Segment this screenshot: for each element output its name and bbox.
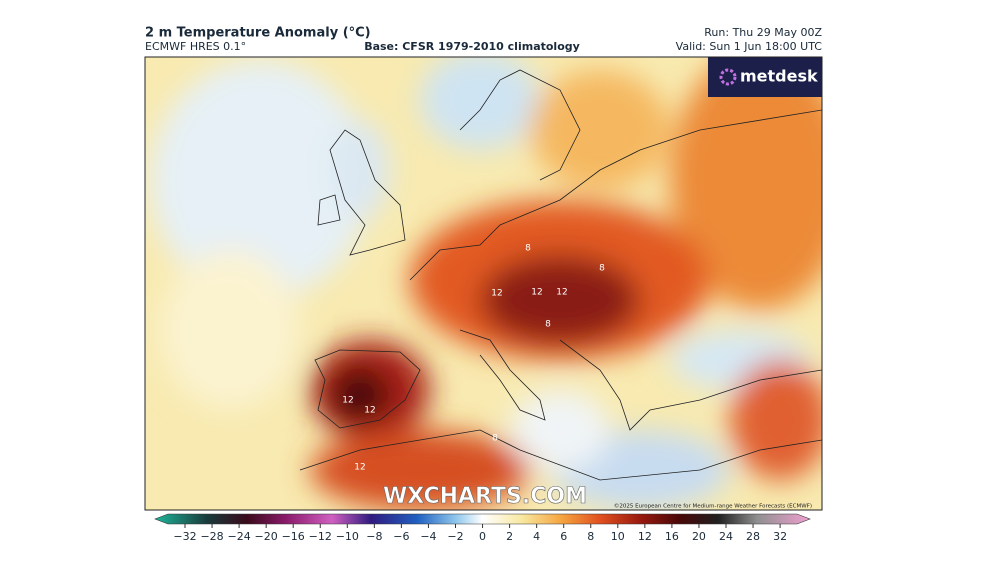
colorbar-label: −2 [447,530,463,543]
model: ECMWF HRES 0.1° [145,40,246,53]
contour-label: 12 [342,396,353,406]
colorbar-label: 6 [560,530,567,543]
title: 2 m Temperature Anomaly (°C) [145,26,371,41]
colorbar-label: −6 [393,530,409,543]
colorbar-label: −16 [282,530,305,543]
contour-label: 8 [492,434,498,444]
colorbar-label: −28 [200,530,223,543]
colorbar-label: −4 [420,530,436,543]
colorbar-label: 20 [692,530,706,543]
valid: Valid: Sun 1 Jun 18:00 UTC [676,40,823,53]
contour-label: 12 [491,289,502,299]
colorbar-label: 10 [611,530,625,543]
colorbar-label: −24 [227,530,250,543]
copyright: ©2025 European Centre for Medium-range W… [614,503,812,510]
colorbar-label: −32 [173,530,196,543]
colorbar-label: −20 [255,530,278,543]
colorbar-label: 4 [533,530,540,543]
colorbar-label: −8 [366,530,382,543]
colorbar-label: −10 [336,530,359,543]
contour-label: 12 [354,463,365,473]
colorbar-label: 0 [479,530,486,543]
logo-box [708,57,822,97]
colorbar-label: 16 [665,530,679,543]
colorbar [154,513,811,525]
contour-label: 12 [364,406,375,416]
contour-label: 12 [556,288,567,298]
contour-label: 8 [525,244,531,254]
map-frame [144,56,823,511]
colorbar-label: 32 [773,530,787,543]
watermark: WXCHARTS.COM [383,484,587,509]
colorbar-label: −12 [309,530,332,543]
colorbar-label: 2 [506,530,513,543]
colorbar-label: 12 [638,530,652,543]
base: Base: CFSR 1979-2010 climatology [364,40,580,53]
colorbar-label: 24 [719,530,733,543]
logo: metdesk [740,67,818,86]
contour-label: 8 [545,320,551,330]
run: Run: Thu 29 May 00Z [704,26,822,39]
map: metdesk WXCHARTS.COM ©2025 European Cent… [145,57,822,510]
colorbar-label: 28 [746,530,760,543]
contour-label: 12 [531,288,542,298]
contour-label: 8 [599,264,605,274]
colorbar-label: 8 [587,530,594,543]
